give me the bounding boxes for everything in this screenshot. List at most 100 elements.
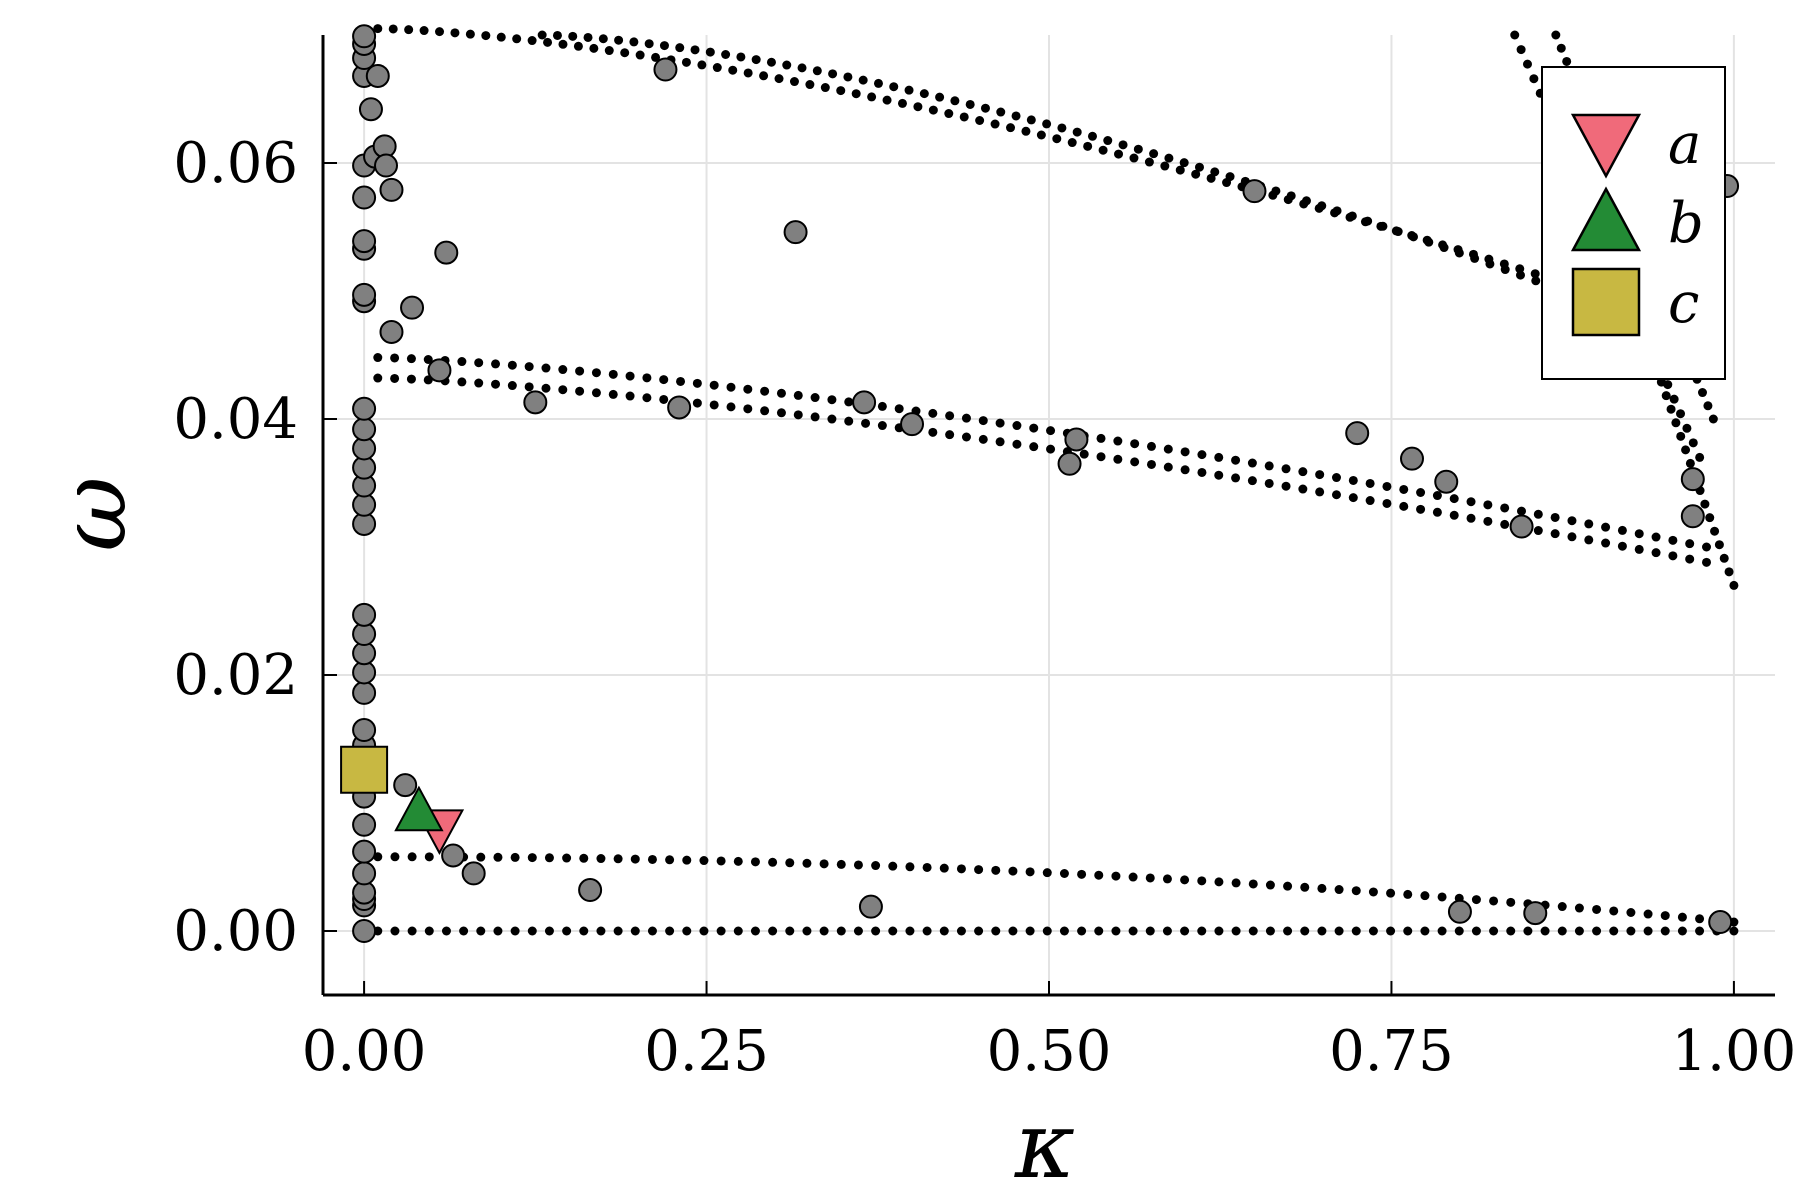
band-dot-5-44 — [1210, 167, 1220, 177]
band-dot-2-68 — [1517, 506, 1526, 516]
band-dot-5-58 — [1424, 237, 1434, 247]
band-dot-2-26 — [810, 393, 820, 403]
band-dot-2-49 — [1197, 450, 1207, 460]
band-dot-4-39 — [975, 116, 985, 125]
band-dot-3-48 — [1180, 465, 1190, 475]
band-dot-5-10 — [690, 45, 700, 55]
band-dot-0-16 — [647, 926, 657, 936]
band-dot-2-20 — [709, 380, 719, 390]
axis-layer: 0.00 0.25 0.50 0.75 1.00 0.00 0.02 0.04 0.06 — [173, 35, 1796, 1084]
band-dot-1-53 — [1283, 881, 1293, 891]
band-dot-0-66 — [1506, 926, 1516, 936]
band-dot-2-17 — [659, 375, 669, 385]
band-dot-3-71 — [1567, 532, 1577, 542]
band-dot-1-29 — [871, 861, 881, 871]
band-dot-4-11 — [543, 37, 553, 47]
band-dot-1-21 — [733, 856, 743, 866]
band-dot-1-46 — [1162, 874, 1172, 884]
band-dot-3-36 — [978, 434, 988, 444]
band-dot-6-3 — [1529, 74, 1539, 84]
band-dot-5-55 — [1378, 221, 1388, 231]
band-dot-2-56 — [1315, 470, 1325, 480]
band-dot-3-28 — [844, 416, 854, 426]
band-dot-2-65 — [1466, 497, 1476, 507]
band-dot-4-35 — [913, 102, 923, 112]
band-dot-5-30 — [996, 107, 1006, 117]
band-dot-0-59 — [1386, 926, 1396, 936]
band-dot-3-15 — [625, 391, 635, 401]
band-dot-2-59 — [1365, 478, 1375, 488]
band-dot-0-41 — [1077, 926, 1087, 936]
x-tick-label-1: 0.25 — [644, 1019, 769, 1084]
band-dot-2-9 — [524, 362, 534, 372]
gray-point-47 — [653, 57, 678, 82]
band-dot-3-5 — [457, 377, 467, 387]
band-dot-0-14 — [613, 926, 623, 936]
band-dot-5-19 — [828, 69, 838, 79]
band-dot-3-26 — [810, 412, 820, 422]
band-dot-0-22 — [750, 926, 760, 936]
band-dot-7-29 — [1708, 414, 1718, 424]
band-dot-0-71 — [1592, 926, 1602, 936]
band-dot-8-5 — [1671, 418, 1681, 428]
band-dot-5-9 — [675, 43, 685, 53]
band-dot-2-19 — [692, 378, 702, 388]
band-dot-0-30 — [888, 926, 898, 936]
band-dot-3-79 — [1702, 557, 1712, 567]
band-dot-1-19 — [699, 856, 709, 866]
band-dot-0-47 — [1180, 926, 1190, 936]
band-dot-1-62 — [1437, 892, 1447, 902]
band-dot-8-15 — [1719, 553, 1729, 563]
band-dot-3-21 — [726, 402, 736, 412]
band-dot-3-76 — [1651, 548, 1661, 558]
y-axis-label: ω — [40, 476, 147, 551]
band-dot-3-73 — [1601, 538, 1611, 548]
band-dot-2-35 — [961, 413, 971, 423]
band-dot-2-36 — [978, 416, 988, 426]
band-dot-2-69 — [1533, 509, 1543, 519]
band-dot-0-13 — [596, 926, 606, 936]
band-dot-6-1 — [1516, 45, 1526, 55]
band-dot-6-26 — [1676, 409, 1686, 419]
band-dot-5-54 — [1363, 216, 1373, 226]
band-dot-0-79 — [1729, 926, 1739, 936]
band-dot-2-34 — [945, 411, 955, 421]
band-dot-5-43 — [1194, 162, 1204, 172]
band-dot-0-27 — [836, 926, 846, 936]
band-dot-1-9 — [527, 853, 537, 863]
band-dot-1-37 — [1008, 866, 1018, 876]
band-dot-5-24 — [904, 85, 914, 95]
gray-point-58 — [1434, 469, 1459, 494]
band-dot-2-71 — [1567, 516, 1577, 526]
gray-point-57 — [1400, 446, 1424, 471]
band-dot-2-33 — [928, 408, 938, 418]
band-dot-1-23 — [768, 857, 778, 867]
band-dot-5-45 — [1225, 172, 1235, 182]
band-dot-3-35 — [961, 432, 971, 442]
band-dot-4-29 — [820, 83, 830, 93]
band-dot-8-16 — [1724, 567, 1734, 577]
band-dot-1-18 — [682, 855, 692, 865]
band-dot-4-15 — [604, 46, 614, 56]
band-dot-1-60 — [1403, 889, 1413, 899]
band-dot-5-36 — [1087, 131, 1097, 141]
band-dot-3-67 — [1500, 519, 1510, 529]
band-dot-1-35 — [974, 865, 984, 875]
band-dot-4-3 — [419, 26, 429, 36]
band-dot-1-47 — [1180, 875, 1190, 885]
band-dot-1-74 — [1643, 909, 1653, 919]
band-dot-3-72 — [1584, 535, 1594, 545]
gray-point-61 — [1523, 901, 1548, 926]
band-dot-5-39 — [1133, 144, 1143, 154]
band-dot-5-12 — [721, 50, 731, 59]
band-dot-4-30 — [836, 86, 846, 96]
y-tick-label-0: 0.00 — [173, 899, 298, 964]
gray-point-26 — [352, 185, 377, 210]
band-dot-0-4 — [441, 926, 451, 936]
band-dot-1-12 — [579, 853, 589, 863]
band-dot-5-18 — [812, 66, 822, 76]
band-dot-4-41 — [1006, 123, 1016, 133]
band-dot-1-54 — [1300, 882, 1310, 892]
